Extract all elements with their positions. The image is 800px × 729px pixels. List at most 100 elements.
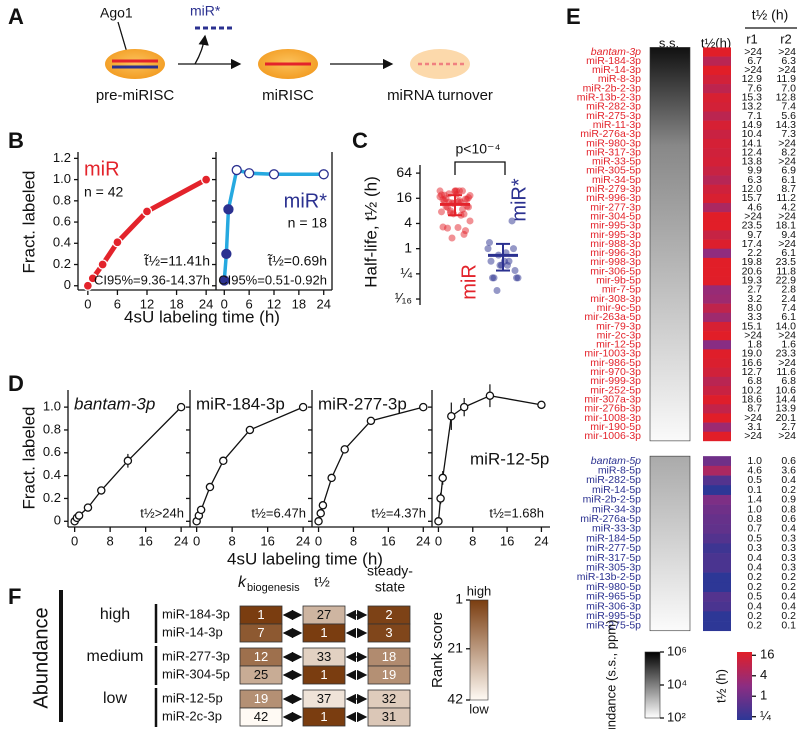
panel-title: bantam-3p	[74, 394, 155, 413]
row-label: mir-996-3p	[590, 247, 641, 259]
x-tick-label: 16	[381, 533, 395, 548]
heat-cell	[703, 111, 731, 121]
heat-cell	[703, 175, 731, 185]
y-tick-label: 0.4	[53, 235, 71, 250]
group-label: medium	[87, 648, 144, 665]
y-tick-label: 1.0	[53, 171, 71, 186]
cell-value: 0.2	[747, 571, 762, 583]
x-tick-label: 18	[169, 296, 183, 311]
row-label: mir-970-3p	[590, 366, 641, 378]
legend-label: low	[469, 701, 489, 716]
rank-value: 1	[320, 625, 327, 640]
cell-value: 0.9	[781, 494, 796, 506]
rank-cell	[239, 707, 283, 727]
cell-value: >24	[778, 357, 796, 369]
cell-value: 6.1	[781, 247, 796, 259]
x-tick-label: 16	[500, 533, 514, 548]
row-label: miR-282-3p	[586, 101, 641, 113]
colorbar-tick-label: 4	[760, 667, 767, 682]
heat-cell	[703, 257, 731, 268]
colorbar	[469, 599, 489, 701]
data-point	[245, 425, 255, 435]
cell-value: 20.1	[776, 412, 797, 424]
cell-value: >24	[778, 329, 796, 341]
colorbar-tick-label: 1	[455, 591, 463, 607]
heat-cell	[703, 413, 731, 423]
cell-value: 2.7	[781, 421, 796, 433]
cell-value: 0.1	[781, 620, 796, 632]
cell-value: 14.0	[776, 320, 797, 332]
heat-cell	[703, 485, 731, 496]
cell-value: 12.7	[742, 366, 763, 378]
heat-cell	[703, 611, 731, 622]
row-label: mir-999-3p	[590, 375, 641, 387]
data-point	[487, 257, 495, 265]
cell-value: 2.2	[747, 247, 762, 259]
row-label: miR-275-3p	[586, 110, 641, 122]
heat-cell	[703, 621, 731, 632]
data-point	[82, 280, 94, 291]
cell-value: 7.0	[781, 82, 796, 94]
rank-value: 7	[257, 625, 264, 640]
colorbar-tick-label: 10⁶	[667, 643, 687, 658]
heat-cell	[703, 358, 731, 368]
cell-value: >24	[744, 430, 762, 442]
row-label: miR-282-5p	[586, 474, 641, 486]
row-label: miR-184-3p	[586, 55, 641, 67]
data-point	[537, 400, 546, 410]
rank-value: 1	[320, 709, 327, 724]
column-header: s.s.	[659, 35, 679, 50]
rank-value: 31	[382, 709, 396, 724]
axis-label: Abundance	[30, 607, 52, 708]
cell-value: 7.3	[781, 128, 796, 140]
x-tick-label: 12	[267, 296, 281, 311]
panel-letter: C	[352, 128, 368, 153]
cell-value: 0.3	[747, 542, 762, 554]
cell-value: 11.6	[776, 366, 796, 378]
cell-value: 0.7	[747, 523, 762, 535]
rank-cell	[239, 665, 283, 685]
label: miRNA turnover	[387, 87, 493, 104]
heat-cell	[703, 74, 731, 85]
cell-value: 0.5	[747, 474, 762, 486]
cell-value: 0.4	[747, 561, 762, 573]
column-header: t½ (h)	[752, 7, 789, 23]
cell-value: 3.2	[747, 293, 762, 305]
cell-value: 2.8	[781, 284, 796, 296]
series-label: miR*	[284, 190, 328, 212]
cell-value: >24	[778, 156, 796, 168]
heat-cell	[703, 349, 731, 359]
heat-cell	[703, 285, 731, 295]
colorbar-tick-label: 42	[447, 691, 463, 707]
cell-value: 0.2	[781, 484, 796, 496]
cell-value: 0.8	[747, 513, 762, 525]
x-tick-label: 0	[221, 296, 228, 311]
column-header: t½	[314, 574, 330, 590]
rank-value: 1	[320, 667, 327, 682]
y-tick-label: 1.2	[53, 150, 71, 165]
column-header: k	[238, 574, 247, 591]
row-label: miR-317-3p	[586, 146, 641, 158]
annotation: CI95%=0.51-0.92h	[218, 272, 327, 287]
x-tick-label: 0	[84, 296, 91, 311]
panel-letter: F	[8, 584, 21, 609]
heat-cell	[703, 514, 731, 525]
data-point	[448, 234, 456, 242]
heat-cell	[703, 543, 731, 554]
data-point	[316, 509, 325, 518]
panel-title: miR-184-3p	[196, 394, 285, 413]
label: miRISC	[262, 87, 314, 104]
heat-cell	[703, 572, 731, 583]
data-point	[243, 168, 255, 179]
x-tick-label: 8	[350, 533, 357, 548]
row-label: miR-8-5p	[598, 464, 641, 476]
annotation: CI95%=9.36-14.37h	[94, 272, 210, 287]
cell-value: 15.1	[742, 320, 763, 332]
x-tick-label: 0	[435, 533, 442, 548]
colorbar-tick-label: 1	[760, 688, 767, 703]
cell-value: 1.8	[747, 339, 762, 351]
rank-cell	[239, 623, 283, 643]
row-label: miR-2c-3p	[162, 708, 222, 723]
colorbar-label: Abundance (s.s., ppm)	[603, 620, 618, 729]
heat-cell	[703, 138, 731, 149]
